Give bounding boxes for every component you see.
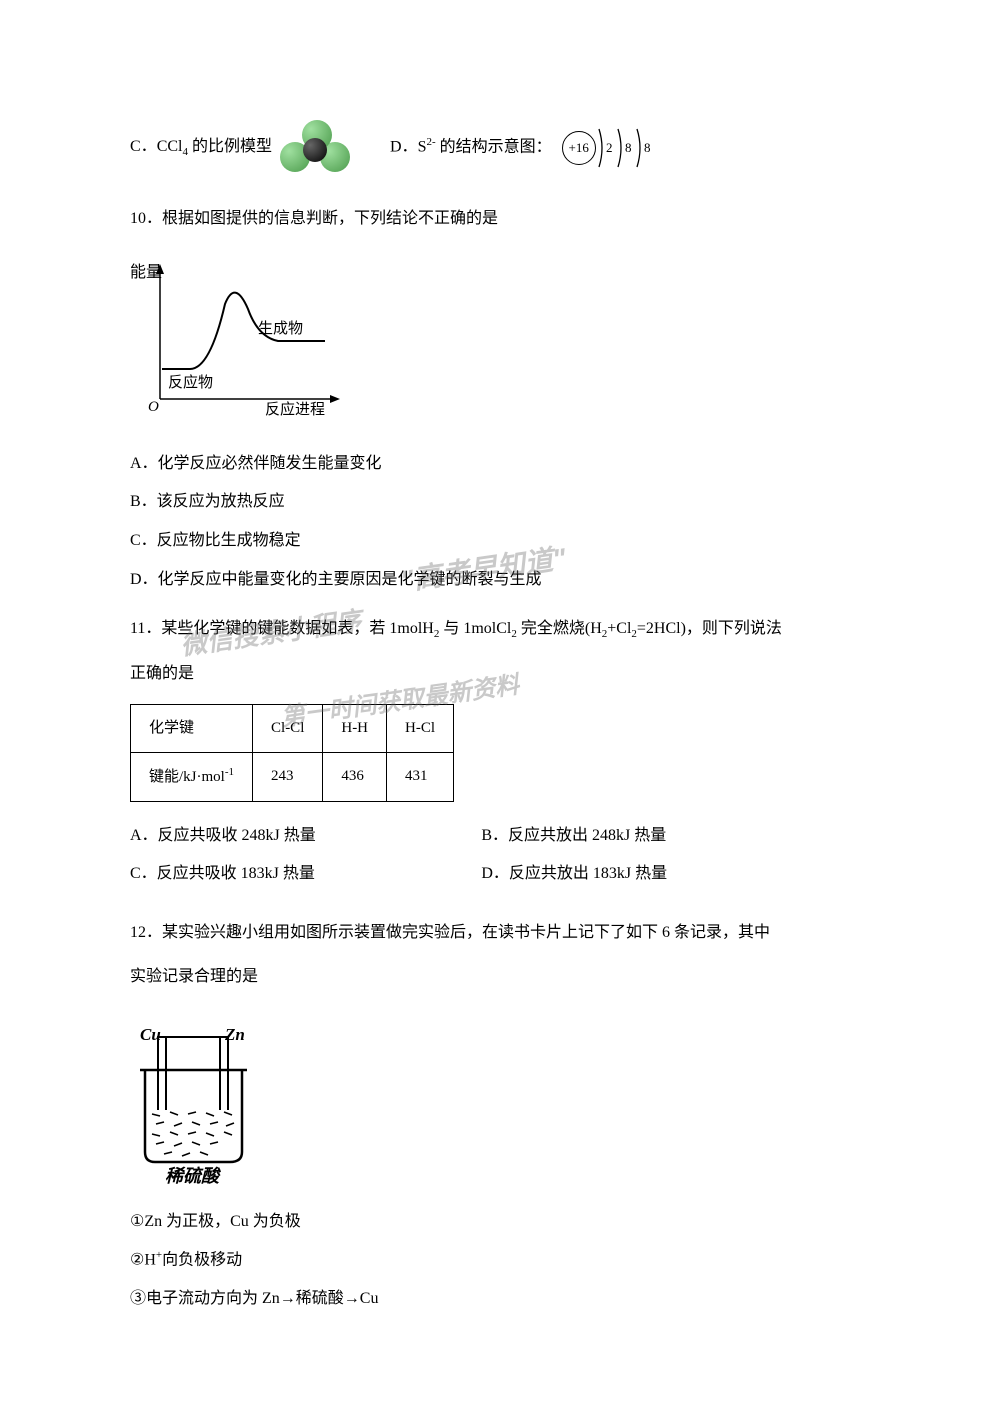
q10-options: A．化学反应必然伴随发生能量变化 B．该反应为放热反应 C．反应物比生成物稳定 … <box>130 450 862 595</box>
q11-option-c: C．反应共吸收 183kJ 热量 <box>130 860 481 889</box>
reactant-label: 反应物 <box>168 373 213 391</box>
table-value-2: 431 <box>387 752 454 801</box>
q11-stem-line2: 正确的是 <box>130 660 862 689</box>
q12-stem-line2: 实验记录合理的是 <box>130 963 862 992</box>
q12-stem: 12．某实验兴趣小组用如图所示装置做完实验后，在读书卡片上记下了如下 6 条记录… <box>130 919 862 948</box>
q11-stem: 11．某些化学键的键能数据如表，若 1molH2 与 1molCl2 完全燃烧(… <box>130 615 862 645</box>
q12-item-2: ②H+向负极移动 <box>130 1246 862 1275</box>
x-axis-label: 反应进程 <box>265 400 325 418</box>
nucleus-label: +16 <box>562 131 596 165</box>
q11-option-b: B．反应共放出 248kJ 热量 <box>481 822 832 851</box>
table-header-0: 化学键 <box>131 704 253 752</box>
table-row: 化学键 Cl-Cl H-H H-Cl <box>131 704 454 752</box>
atom-structure-icon: +16 2 8 8 <box>562 123 654 173</box>
option-c-label: C．CCl4 的比例模型 <box>130 133 272 163</box>
q10-option-a: A．化学反应必然伴随发生能量变化 <box>130 450 862 479</box>
product-label: 生成物 <box>258 320 303 337</box>
question-11: 11．某些化学键的键能数据如表，若 1molH2 与 1molCl2 完全燃烧(… <box>130 615 862 899</box>
question-12: 12．某实验兴趣小组用如图所示装置做完实验后，在读书卡片上记下了如下 6 条记录… <box>130 919 862 1314</box>
q12-item-1: ①Zn 为正极，Cu 为负极 <box>130 1208 862 1237</box>
galvanic-cell-icon: Cu Zn 稀硫酸 <box>130 1022 260 1187</box>
svg-text:稀硫酸: 稀硫酸 <box>165 1166 221 1186</box>
q11-options: A．反应共吸收 248kJ 热量 B．反应共放出 248kJ 热量 C．反应共吸… <box>130 822 862 900</box>
table-value-1: 436 <box>323 752 387 801</box>
q11-option-d: D．反应共放出 183kJ 热量 <box>481 860 832 889</box>
q10-option-d: D．化学反应中能量变化的主要原因是化学键的断裂与生成 <box>130 566 862 595</box>
y-axis-label: 能量 <box>130 263 162 281</box>
q9-option-c: C．CCl4 的比例模型 <box>130 120 350 175</box>
table-row: 键能/kJ·mol-1 243 436 431 <box>131 752 454 801</box>
shell-2: 8 <box>625 140 632 155</box>
energy-diagram-icon: 能量 反应物 生成物 O 反应进程 <box>130 259 350 419</box>
q12-items: ①Zn 为正极，Cu 为负极 ②H+向负极移动 ③电子流动方向为 Zn→稀硫酸→… <box>130 1208 862 1315</box>
table-header-3: H-Cl <box>387 704 454 752</box>
bond-energy-table: 化学键 Cl-Cl H-H H-Cl 键能/kJ·mol-1 243 436 4… <box>130 704 454 802</box>
q11-option-a: A．反应共吸收 248kJ 热量 <box>130 822 481 851</box>
q12-item-3: ③电子流动方向为 Zn→稀硫酸→Cu <box>130 1285 862 1314</box>
origin-label: O <box>148 399 159 415</box>
shell-1: 2 <box>606 140 613 155</box>
q10-option-c: C．反应物比生成物稳定 <box>130 527 862 556</box>
q9-options-row: C．CCl4 的比例模型 D．S2- 的结构示意图： +16 2 8 8 <box>130 120 862 175</box>
table-header-1: Cl-Cl <box>253 704 323 752</box>
q10-option-b: B．该反应为放热反应 <box>130 488 862 517</box>
question-10: 10．根据如图提供的信息判断，下列结论不正确的是 能量 反应物 生成物 O 反应… <box>130 205 862 595</box>
table-row-label: 键能/kJ·mol-1 <box>131 752 253 801</box>
table-value-0: 243 <box>253 752 323 801</box>
q9-option-d: D．S2- 的结构示意图： +16 2 8 8 <box>390 123 654 173</box>
ccl4-model-icon <box>280 120 350 175</box>
table-header-2: H-H <box>323 704 387 752</box>
shell-3: 8 <box>644 140 651 155</box>
option-d-label: D．S2- 的结构示意图： <box>390 133 552 162</box>
q10-stem: 10．根据如图提供的信息判断，下列结论不正确的是 <box>130 205 862 234</box>
